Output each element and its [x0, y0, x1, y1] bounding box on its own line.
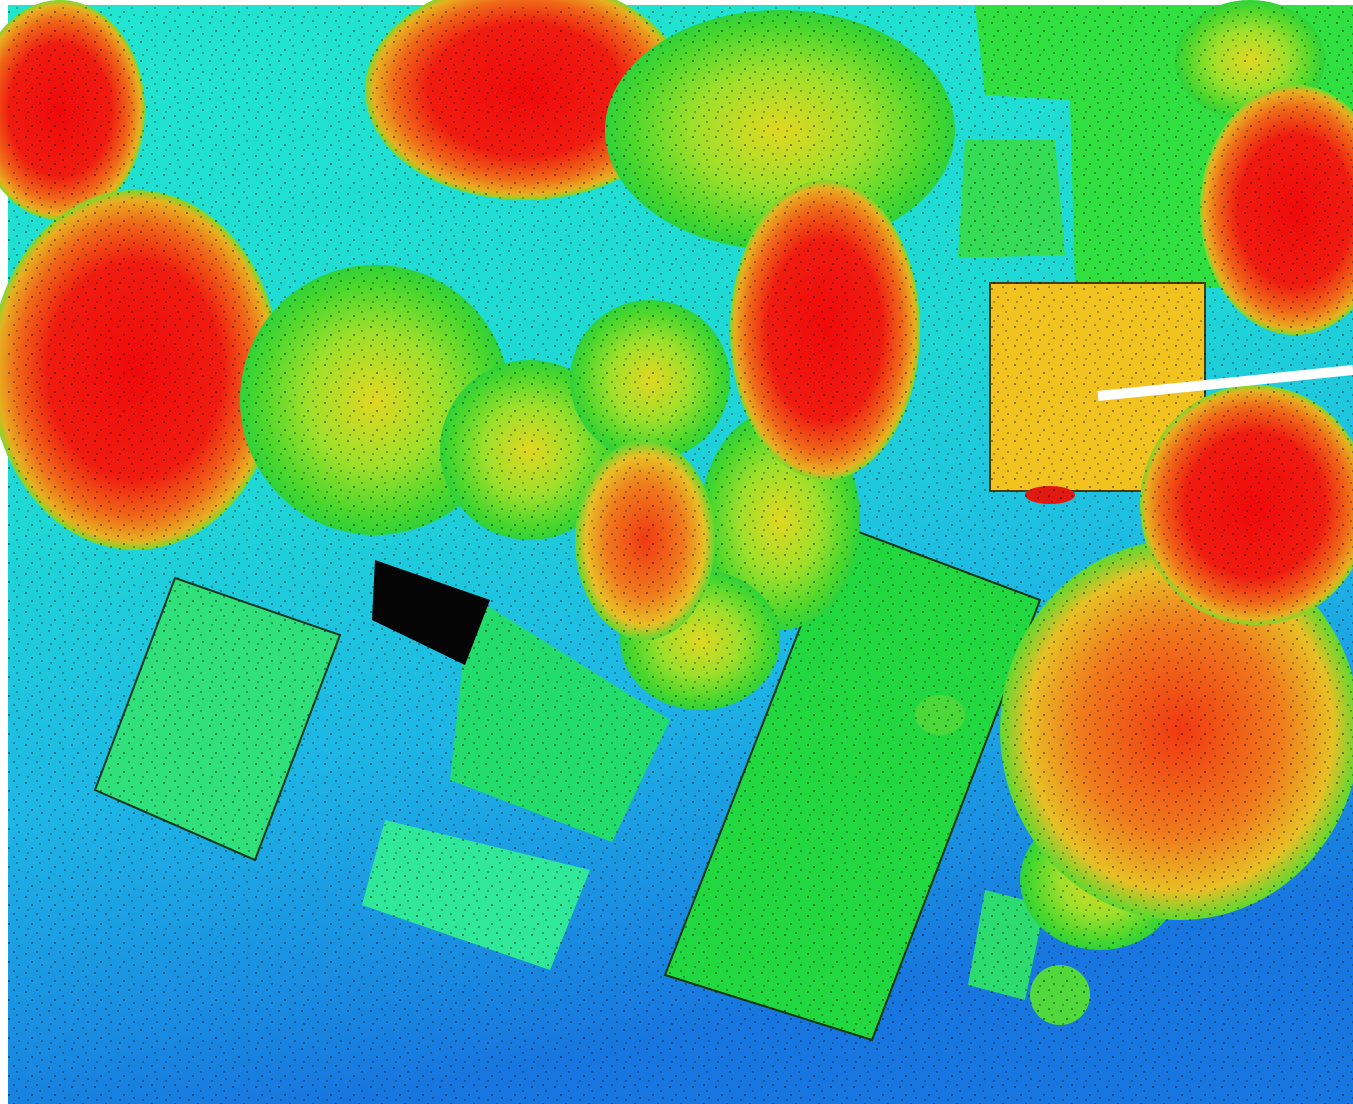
measure-line [1097, 365, 1353, 401]
point-speckle [8, 5, 1353, 1104]
